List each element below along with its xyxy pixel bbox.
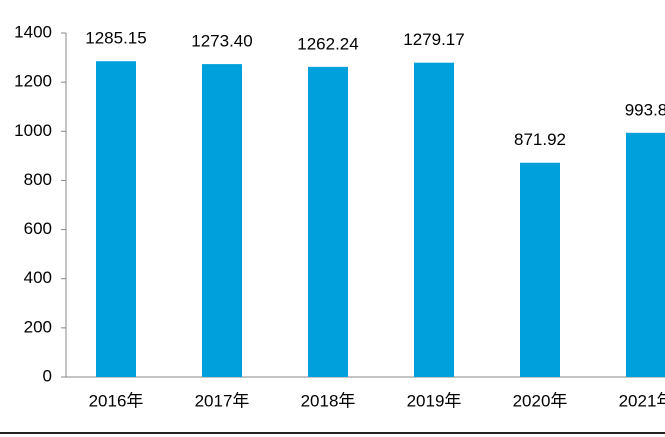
y-tick-label: 1400 [14,22,52,41]
bar [202,64,242,378]
y-tick-label: 1000 [14,121,52,140]
y-tick-label: 400 [24,268,52,287]
x-tick-label: 2019年 [407,391,462,410]
x-tick-label: 2021年 [619,391,665,410]
data-label: 993.8 [625,100,665,119]
bar [414,62,454,377]
y-tick-label: 0 [43,366,52,385]
data-label: 1262.24 [297,34,358,53]
y-tick-label: 1200 [14,72,52,91]
bar [308,66,348,377]
data-label: 871.92 [514,130,566,149]
y-tick-label: 800 [24,170,52,189]
data-label: 1273.40 [191,32,252,51]
y-tick-label: 600 [24,219,52,238]
bar [520,162,560,377]
x-tick-label: 2016年 [89,391,144,410]
bar [96,61,136,378]
x-tick-label: 2017年 [195,391,250,410]
data-label: 1285.15 [85,29,146,48]
bar [626,132,665,377]
data-label: 1279.17 [403,30,464,49]
x-tick-label: 2020年 [513,391,568,410]
y-tick-label: 200 [24,317,52,336]
x-tick-label: 2018年 [301,391,356,410]
